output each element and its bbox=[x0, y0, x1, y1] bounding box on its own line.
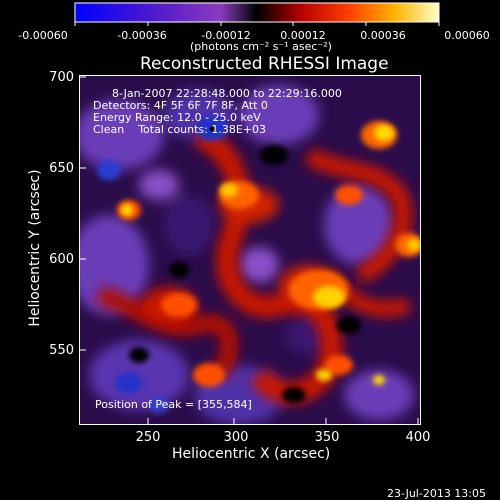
rhessi-image bbox=[79, 75, 421, 425]
colorbar-tick-label: -0.00012 bbox=[201, 29, 251, 42]
x-tick-label: 300 bbox=[223, 430, 249, 445]
colorbar-tick-label: 0.00060 bbox=[444, 29, 490, 42]
colorbar bbox=[74, 2, 440, 26]
y-tick-label: 600 bbox=[49, 252, 74, 267]
colorbar-units-label: (photons cm⁻² s⁻¹ asec⁻²) bbox=[190, 40, 332, 53]
y-tick-label: 650 bbox=[49, 161, 74, 176]
annotation-clean-counts: Clean Total counts: 1.38E+03 bbox=[93, 123, 267, 136]
colorbar-tick-label: 0.00036 bbox=[360, 29, 406, 42]
colorbar-ticks bbox=[74, 22, 440, 26]
minimum-marker bbox=[209, 126, 215, 132]
colorbar-tick-label: -0.00036 bbox=[117, 29, 167, 42]
x-tick-label: 250 bbox=[135, 430, 161, 445]
x-tick-label: 400 bbox=[405, 430, 431, 445]
colorbar-gradient bbox=[74, 2, 440, 23]
footer-date: 23-Jul-2013 13:05 bbox=[387, 487, 487, 500]
plot-frame bbox=[79, 75, 421, 425]
y-tick-label: 550 bbox=[49, 343, 74, 358]
annotation-time-range: 8-Jan-2007 22:28:48.000 to 22:29:16.000 bbox=[112, 87, 342, 100]
plot-title: Reconstructed RHESSI Image bbox=[140, 54, 389, 74]
colorbar-tick-label: 0.00012 bbox=[280, 29, 326, 42]
image-negative-lobes bbox=[129, 145, 361, 403]
y-axis-label: Heliocentric Y (arcsec) bbox=[27, 169, 43, 327]
x-tick-label: 350 bbox=[314, 430, 340, 445]
image-minima bbox=[97, 115, 228, 413]
annotation-peak-position: Position of Peak = [355,584] bbox=[95, 398, 252, 411]
annotation-detectors: Detectors: 4F 5F 6F 7F 8F, Att 0 bbox=[93, 99, 268, 112]
image-emission-yellow bbox=[121, 125, 421, 385]
y-tick-label: 700 bbox=[49, 70, 74, 85]
colorbar-tick-label: -0.00060 bbox=[18, 29, 68, 42]
x-axis-label: Heliocentric X (arcsec) bbox=[172, 446, 331, 462]
annotation-energy-range: Energy Range: 12.0 - 25.0 keV bbox=[93, 111, 261, 124]
